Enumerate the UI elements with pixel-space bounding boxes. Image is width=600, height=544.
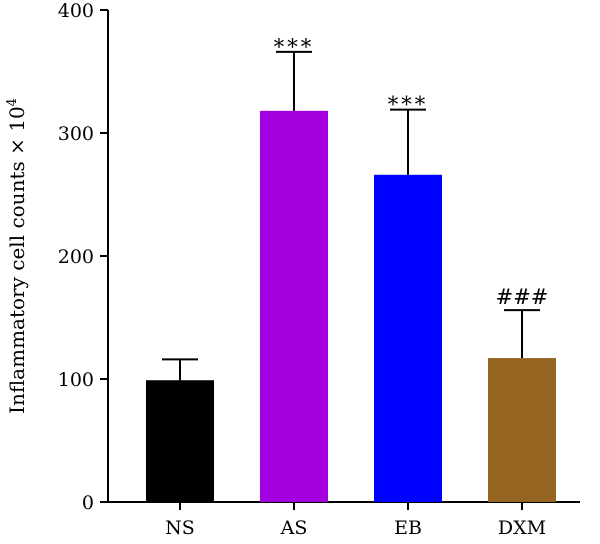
y-tick-label: 400	[58, 0, 94, 22]
y-tick-label: 0	[82, 492, 94, 514]
x-tick-label: EB	[394, 517, 422, 539]
x-tick-label: DXM	[498, 517, 546, 539]
bar-ns	[146, 380, 214, 502]
y-axis-label-superscript: 4	[5, 98, 20, 106]
y-tick-label: 200	[58, 246, 94, 268]
error-bars	[162, 50, 540, 381]
bar-eb	[374, 174, 442, 502]
significance-label: ###	[496, 285, 549, 309]
x-tick-label: NS	[165, 517, 195, 539]
y-tick-label: 100	[58, 369, 94, 391]
x-tick-label: AS	[280, 517, 308, 539]
y-tick-label: 300	[58, 123, 94, 145]
x-axis: NS AS EB DXM	[107, 501, 580, 539]
bar-dxm	[488, 358, 556, 502]
significance-label: ***	[388, 93, 429, 117]
y-axis: 0 100 200 300 400	[58, 0, 109, 514]
significance-annotations: *** *** ###	[274, 35, 549, 309]
bars	[146, 110, 556, 503]
significance-label: ***	[274, 35, 315, 59]
y-axis-label-text: Inflammatory cell counts × 10	[5, 106, 29, 414]
bar-as	[260, 110, 328, 503]
y-axis-label: Inflammatory cell counts × 104	[5, 98, 29, 414]
